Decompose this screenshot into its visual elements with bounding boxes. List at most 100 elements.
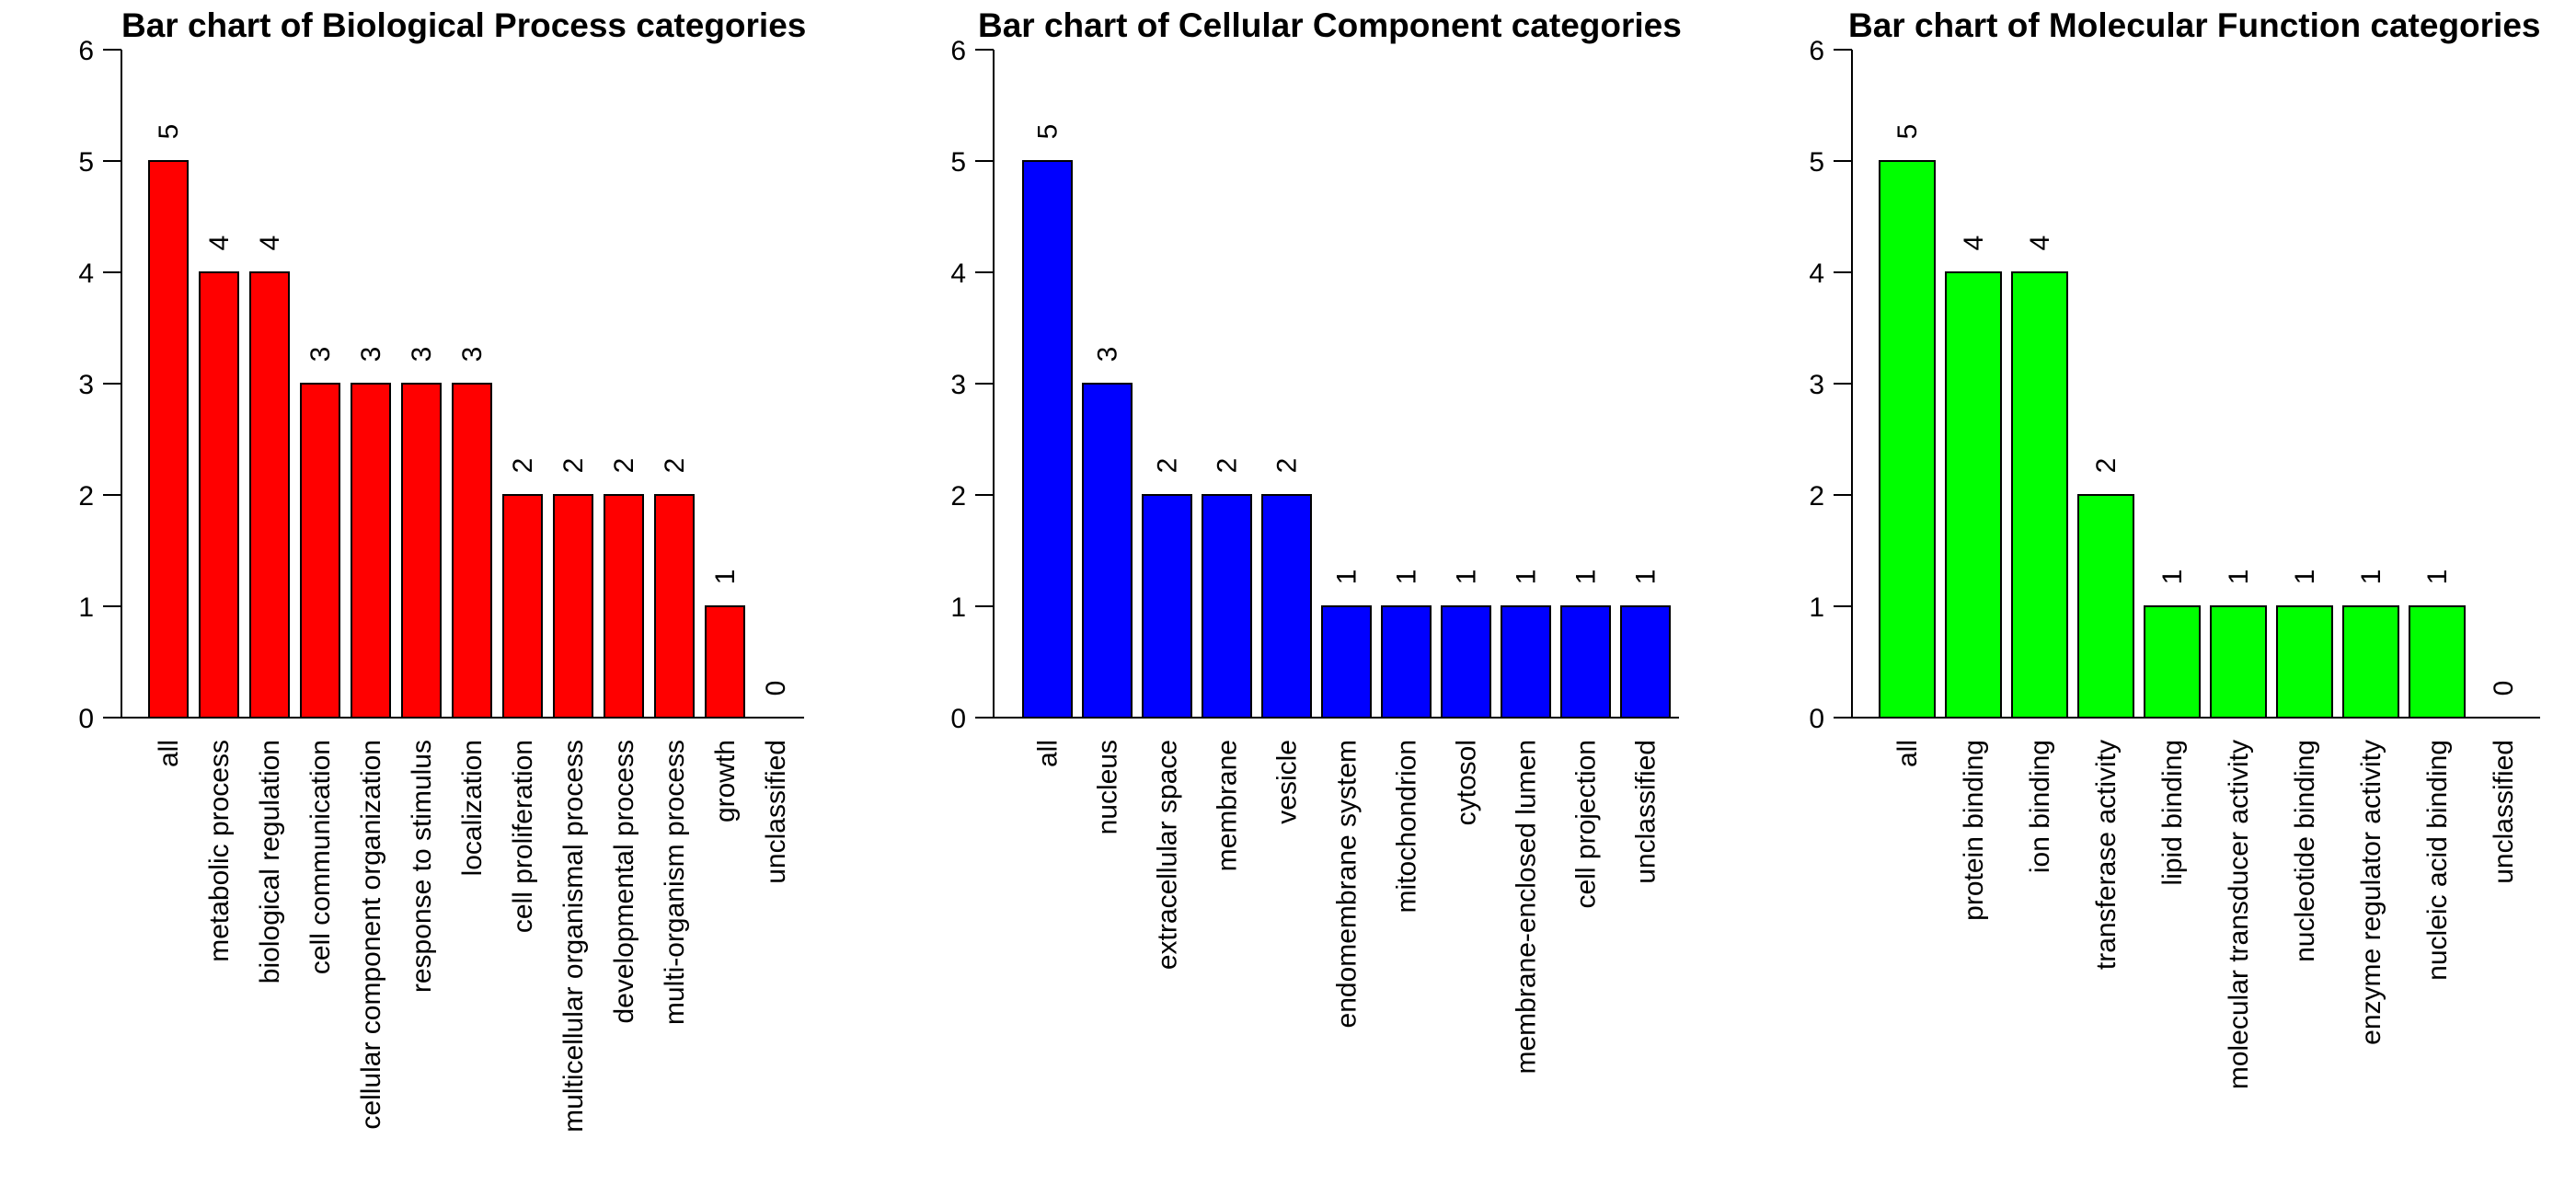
- y-tick-label: 4: [950, 259, 966, 289]
- x-tick-label: lipid binding: [2157, 740, 2188, 885]
- chart-title: Bar chart of Molecular Function categori…: [1848, 6, 2540, 44]
- bar-value-label: 1: [710, 569, 741, 585]
- bar-value-label: 4: [1959, 236, 1989, 251]
- bar: [502, 494, 543, 719]
- bar-value-label: 3: [457, 347, 488, 362]
- bar-value-label: 2: [1213, 458, 1243, 474]
- y-tick-label: 0: [1809, 704, 1824, 734]
- bar-value-label: 4: [255, 236, 285, 251]
- bar-value-label: 1: [2224, 569, 2254, 585]
- bar-value-label: 1: [2356, 569, 2386, 585]
- x-tick-label: growth: [710, 740, 741, 822]
- bar-value-label: 1: [1631, 569, 1662, 585]
- x-tick-label: transferase activity: [2091, 740, 2122, 970]
- x-tick-label: cytosol: [1452, 740, 1482, 825]
- bar-value-label: 2: [609, 458, 639, 474]
- bar: [1945, 271, 2002, 719]
- bar: [1022, 160, 1073, 719]
- bar-value-label: 1: [1452, 569, 1482, 585]
- bar: [1501, 605, 1551, 719]
- y-tick-label: 5: [1809, 147, 1824, 178]
- bar: [1261, 494, 1312, 719]
- x-tick-label: cell communication: [305, 740, 336, 974]
- x-tick-label: membrane: [1213, 740, 1243, 871]
- x-tick-label: biological regulation: [255, 740, 285, 983]
- bar: [1082, 383, 1133, 719]
- bar-value-label: 1: [1571, 569, 1602, 585]
- x-tick-label: vesicle: [1272, 740, 1303, 824]
- y-tick-label: 2: [950, 481, 966, 512]
- bar-value-label: 4: [204, 236, 235, 251]
- chart-title: Bar chart of Cellular Component categori…: [978, 6, 1682, 44]
- bar: [1560, 605, 1611, 719]
- y-tick-label: 2: [1809, 481, 1824, 512]
- y-tick-label: 4: [1809, 259, 1824, 289]
- x-tick-label: cell proliferation: [508, 740, 538, 933]
- bar-value-label: 2: [508, 458, 538, 474]
- x-tick-label: cell projection: [1571, 740, 1602, 908]
- bar-value-label: 1: [2290, 569, 2320, 585]
- bar: [1381, 605, 1432, 719]
- bar: [1879, 160, 1936, 719]
- bar-value-label: 3: [407, 347, 437, 362]
- y-tick-label: 4: [78, 259, 94, 289]
- bar-value-label: 2: [1272, 458, 1303, 474]
- y-tick-label: 6: [950, 36, 966, 66]
- x-tick-label: endomembrane system: [1332, 740, 1363, 1028]
- bar-value-label: 2: [558, 458, 589, 474]
- y-tick-label: 1: [78, 592, 94, 623]
- x-tick-label: nucleic acid binding: [2422, 740, 2453, 981]
- bar: [2210, 605, 2267, 719]
- chart-panel-3: Bar chart of Molecular Function categori…: [1809, 6, 2540, 1089]
- bar-value-label: 1: [1512, 569, 1542, 585]
- x-tick-label: cellular component organization: [356, 740, 386, 1130]
- x-tick-label: ion binding: [2025, 740, 2055, 873]
- bar: [705, 605, 745, 719]
- bar: [1620, 605, 1671, 719]
- x-tick-label: all: [1892, 740, 1923, 767]
- bar: [2276, 605, 2333, 719]
- x-tick-label: unclassified: [1631, 740, 1662, 884]
- bar-value-label: 3: [1093, 347, 1123, 362]
- bar: [2342, 605, 2399, 719]
- bar-value-label: 1: [2422, 569, 2453, 585]
- y-tick-label: 3: [78, 370, 94, 400]
- x-tick-label: all: [154, 740, 184, 767]
- bar-value-label: 2: [2091, 458, 2122, 474]
- x-tick-label: all: [1033, 740, 1064, 767]
- y-tick-label: 6: [78, 36, 94, 66]
- bar-value-label: 5: [154, 124, 184, 140]
- bar: [249, 271, 290, 719]
- bar-value-label: 5: [1033, 124, 1064, 140]
- y-tick-label: 6: [1809, 36, 1824, 66]
- bar: [2144, 605, 2201, 719]
- x-tick-label: nucleotide binding: [2290, 740, 2320, 962]
- bar-value-label: 1: [2157, 569, 2188, 585]
- x-tick-label: localization: [457, 740, 488, 876]
- y-tick-label: 3: [1809, 370, 1824, 400]
- bar-value-label: 1: [1392, 569, 1422, 585]
- y-tick-label: 1: [950, 592, 966, 623]
- chart-title: Bar chart of Biological Process categori…: [121, 6, 806, 44]
- bar: [401, 383, 442, 719]
- x-tick-label: enzyme regulator activity: [2356, 740, 2386, 1045]
- x-tick-label: response to stimulus: [407, 740, 437, 993]
- x-tick-label: protein binding: [1959, 740, 1989, 921]
- bar: [1142, 494, 1192, 719]
- y-tick-label: 0: [950, 704, 966, 734]
- bar: [2011, 271, 2068, 719]
- bar-value-label: 3: [305, 347, 336, 362]
- bar: [654, 494, 695, 719]
- bar-value-label: 5: [1892, 124, 1923, 140]
- bar: [452, 383, 492, 719]
- bar: [351, 383, 391, 719]
- x-tick-label: multi-organism process: [660, 740, 690, 1025]
- bar-value-label: 0: [2489, 681, 2519, 696]
- y-tick-label: 1: [1809, 592, 1824, 623]
- y-tick-label: 3: [950, 370, 966, 400]
- bar: [300, 383, 340, 719]
- chart-panel-1: Bar chart of Biological Process categori…: [78, 6, 806, 1133]
- bar: [553, 494, 593, 719]
- bar-value-label: 2: [660, 458, 690, 474]
